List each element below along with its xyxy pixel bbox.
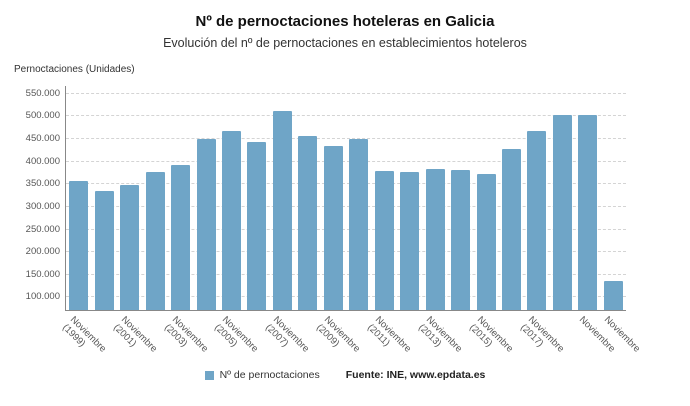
bar[interactable]: [323, 146, 343, 310]
y-tick-label: 550.000: [25, 87, 60, 99]
bar[interactable]: [247, 141, 267, 310]
bar[interactable]: [578, 115, 598, 310]
x-tick-label: Noviembre (2017): [518, 314, 567, 355]
x-tick-label: Noviembre (2015): [467, 314, 516, 355]
y-tick-label: 100.000: [25, 291, 60, 303]
gridline: [66, 251, 626, 253]
bar[interactable]: [120, 184, 140, 310]
bar[interactable]: [272, 110, 292, 310]
y-tick-label: 350.000: [25, 178, 60, 190]
bar[interactable]: [298, 135, 318, 310]
bar[interactable]: [603, 280, 623, 310]
bar[interactable]: [221, 130, 241, 310]
y-tick-label: 150.000: [25, 268, 60, 280]
y-tick-label: 250.000: [25, 223, 60, 235]
gridline: [66, 228, 626, 230]
bar[interactable]: [451, 170, 471, 310]
gridline: [66, 92, 626, 94]
y-tick-label: 200.000: [25, 246, 60, 258]
y-axis-unit-label: Pernoctaciones (Unidades): [14, 64, 135, 75]
bar[interactable]: [145, 171, 165, 310]
bar[interactable]: [501, 149, 521, 310]
x-tick-label: Noviembre (2001): [110, 314, 159, 355]
chart-title: Nº de pernoctaciones hoteleras en Galici…: [195, 13, 495, 30]
gridline: [66, 138, 626, 140]
gridline: [66, 205, 626, 207]
gridline: [66, 273, 626, 275]
x-tick-label: Noviembre (2007): [263, 314, 312, 355]
bar[interactable]: [349, 139, 369, 310]
gridline: [66, 183, 626, 185]
gridline: [66, 296, 626, 298]
gridline: [66, 115, 626, 117]
x-tick-label: Noviembre (2011): [365, 314, 414, 355]
y-tick-label: 300.000: [25, 200, 60, 212]
bar[interactable]: [476, 174, 496, 310]
legend-swatch-icon: [204, 370, 214, 380]
bar[interactable]: [400, 171, 420, 310]
bar[interactable]: [69, 181, 89, 310]
x-tick-label: Noviembre (1999): [59, 314, 108, 355]
x-tick-label: Noviembre (2009): [314, 314, 363, 355]
plot-area: 100.000 150.000 200.000 250.000 300.000 350.0…: [26, 86, 642, 355]
legend-row: Nº de pernoctaciones Fuente: INE, www.ep…: [0, 369, 690, 381]
y-tick-label: 500.000: [25, 110, 60, 122]
y-tick-label: 450.000: [25, 133, 60, 145]
source-text: Fuente: INE, www.epdata.es: [345, 369, 486, 381]
bar[interactable]: [527, 130, 547, 310]
legend-label: Nº de pernoctaciones: [219, 369, 320, 381]
legend-item-pernoctaciones[interactable]: Nº de pernoctaciones: [204, 369, 320, 381]
bar[interactable]: [196, 139, 216, 310]
x-tick-label: Noviembre (2013): [416, 314, 465, 355]
bar[interactable]: [425, 169, 445, 310]
bar[interactable]: [94, 191, 114, 310]
bar[interactable]: [171, 164, 191, 310]
bar[interactable]: [374, 170, 394, 310]
gridline: [66, 160, 626, 162]
chart-subtitle: Evolución del nº de pernoctaciones en es…: [163, 36, 527, 50]
y-tick-label: 400.000: [25, 155, 60, 167]
x-tick-label: Noviembre (2003): [161, 314, 210, 355]
x-tick-label: Noviembre (2005): [212, 314, 261, 355]
bar[interactable]: [552, 115, 572, 310]
